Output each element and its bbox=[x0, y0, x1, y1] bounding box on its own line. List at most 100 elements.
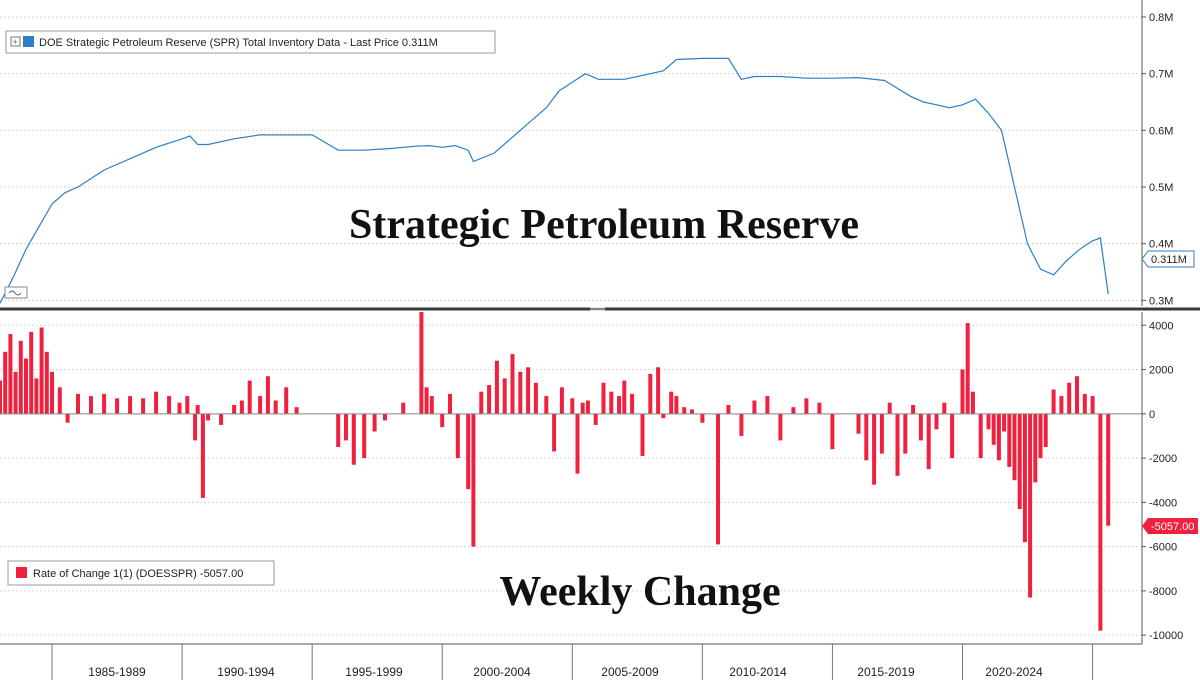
weekly-change-bar bbox=[1022, 413, 1027, 543]
weekly-change-legend-swatch bbox=[16, 567, 27, 578]
weekly-change-bar bbox=[200, 413, 205, 498]
legend-collapse-icon[interactable] bbox=[10, 36, 21, 47]
weekly-change-y-tick-label: -6000 bbox=[1149, 542, 1177, 554]
x-label-2005-2009: 2005-2009 bbox=[601, 665, 659, 679]
weekly-change-bar bbox=[3, 351, 8, 414]
weekly-change-bar bbox=[656, 367, 661, 414]
weekly-change-y-tick-label: -10000 bbox=[1149, 630, 1183, 642]
x-label-1985-1989: 1985-1989 bbox=[88, 665, 146, 679]
weekly-change-bar bbox=[752, 400, 757, 414]
weekly-change-bar bbox=[960, 369, 965, 414]
inventory-y-tick-label: 0.3M bbox=[1149, 295, 1173, 307]
weekly-change-bar bbox=[617, 396, 622, 414]
weekly-change-bar bbox=[986, 413, 991, 430]
divider-grip-icon[interactable] bbox=[590, 307, 605, 311]
weekly-change-bar bbox=[258, 396, 263, 414]
weekly-change-bar bbox=[942, 402, 947, 414]
weekly-change-bar bbox=[1012, 413, 1017, 481]
weekly-change-bar bbox=[526, 367, 531, 414]
weekly-change-bar bbox=[552, 413, 557, 452]
weekly-change-bar bbox=[690, 409, 694, 414]
weekly-change-bar bbox=[232, 405, 237, 414]
weekly-change-bar bbox=[487, 385, 492, 414]
weekly-change-bar bbox=[903, 413, 908, 454]
weekly-change-bar bbox=[630, 393, 635, 414]
weekly-change-bar bbox=[115, 398, 120, 414]
weekly-change-bar bbox=[424, 387, 429, 414]
weekly-change-bar bbox=[817, 402, 822, 414]
x-label-2015-2019: 2015-2019 bbox=[857, 665, 915, 679]
inventory-y-tick-label: 0.6M bbox=[1149, 125, 1173, 137]
weekly-change-bar bbox=[965, 323, 970, 414]
weekly-change-bar bbox=[518, 371, 523, 414]
weekly-change-bar bbox=[580, 402, 585, 414]
weekly-change-bar bbox=[864, 413, 869, 461]
weekly-change-bar bbox=[804, 398, 809, 414]
weekly-change-bar bbox=[778, 413, 783, 441]
inventory-last-value-badge: 0.311M bbox=[1141, 250, 1195, 268]
weekly-change-bar bbox=[682, 407, 687, 414]
weekly-change-bar bbox=[128, 396, 133, 414]
weekly-change-bar bbox=[1051, 389, 1056, 414]
inventory-series-line bbox=[0, 57, 1109, 304]
inventory-legend-swatch bbox=[23, 36, 34, 47]
weekly-change-bar bbox=[24, 358, 28, 414]
weekly-change-bar bbox=[284, 387, 289, 414]
weekly-change-bar bbox=[926, 413, 931, 470]
panel-options-icon[interactable] bbox=[4, 286, 28, 299]
weekly-change-bar bbox=[1043, 413, 1048, 447]
weekly-change-bar bbox=[533, 382, 538, 414]
weekly-change-panel: -10000 -8000 -6000 -4000 -2000 0 2000 4000 Rate… bbox=[0, 312, 1198, 644]
x-label-1995-1999: 1995-1999 bbox=[345, 665, 403, 679]
legend-collapse-icon-glyph: + bbox=[13, 37, 18, 47]
weekly-change-bar bbox=[872, 413, 877, 485]
weekly-change-bar bbox=[471, 413, 476, 547]
weekly-change-bar bbox=[65, 413, 70, 423]
weekly-change-bar bbox=[239, 400, 244, 414]
weekly-change-bar bbox=[1033, 413, 1038, 483]
weekly-change-bar bbox=[1067, 382, 1072, 414]
inventory-y-tick-label: 0.8M bbox=[1149, 12, 1173, 24]
weekly-change-bar bbox=[247, 380, 252, 414]
weekly-change-bar bbox=[622, 380, 627, 414]
weekly-change-bar bbox=[294, 407, 299, 414]
weekly-change-bar bbox=[502, 378, 507, 414]
weekly-change-bar bbox=[154, 391, 159, 414]
weekly-change-bar bbox=[570, 398, 575, 414]
weekly-change-bar bbox=[219, 413, 224, 425]
x-label-2000-2004: 2000-2004 bbox=[473, 665, 531, 679]
weekly-change-bar bbox=[401, 402, 406, 414]
weekly-change-bar bbox=[895, 413, 900, 476]
x-axis-ticks bbox=[51, 644, 1094, 680]
weekly-change-bars bbox=[0, 312, 1111, 631]
weekly-change-bar bbox=[344, 413, 348, 441]
inventory-y-tick-label: 0.5M bbox=[1149, 182, 1173, 194]
weekly-change-bar bbox=[39, 327, 44, 414]
weekly-change-bar bbox=[593, 413, 598, 425]
weekly-change-bar bbox=[1028, 413, 1033, 598]
weekly-change-bar bbox=[383, 413, 387, 421]
weekly-change-bar bbox=[466, 413, 471, 490]
weekly-change-bar bbox=[1059, 396, 1064, 414]
weekly-change-bar bbox=[791, 407, 796, 414]
weekly-change-bar bbox=[575, 413, 580, 474]
x-axis: 1985-1989 1990-1994 1995-1999 2000-2004 … bbox=[0, 643, 1142, 680]
weekly-change-bar bbox=[13, 371, 18, 414]
weekly-change-bar bbox=[739, 413, 744, 436]
weekly-change-bar bbox=[193, 413, 198, 441]
weekly-change-bar bbox=[440, 413, 445, 428]
weekly-change-bar bbox=[700, 413, 705, 423]
weekly-change-y-tick-label: 2000 bbox=[1149, 365, 1173, 377]
weekly-change-bar bbox=[76, 393, 80, 414]
inventory-legend-label: DOE Strategic Petroleum Reserve (SPR) To… bbox=[39, 37, 438, 49]
weekly-change-bar bbox=[362, 413, 367, 459]
weekly-change-bar bbox=[494, 360, 499, 414]
weekly-change-bar bbox=[559, 387, 564, 414]
weekly-change-bar bbox=[1075, 376, 1079, 414]
weekly-change-bar bbox=[34, 378, 39, 414]
weekly-change-y-tick-label: 4000 bbox=[1149, 320, 1173, 332]
weekly-change-bar bbox=[918, 413, 923, 441]
weekly-change-y-tick-label: 0 bbox=[1149, 409, 1155, 421]
